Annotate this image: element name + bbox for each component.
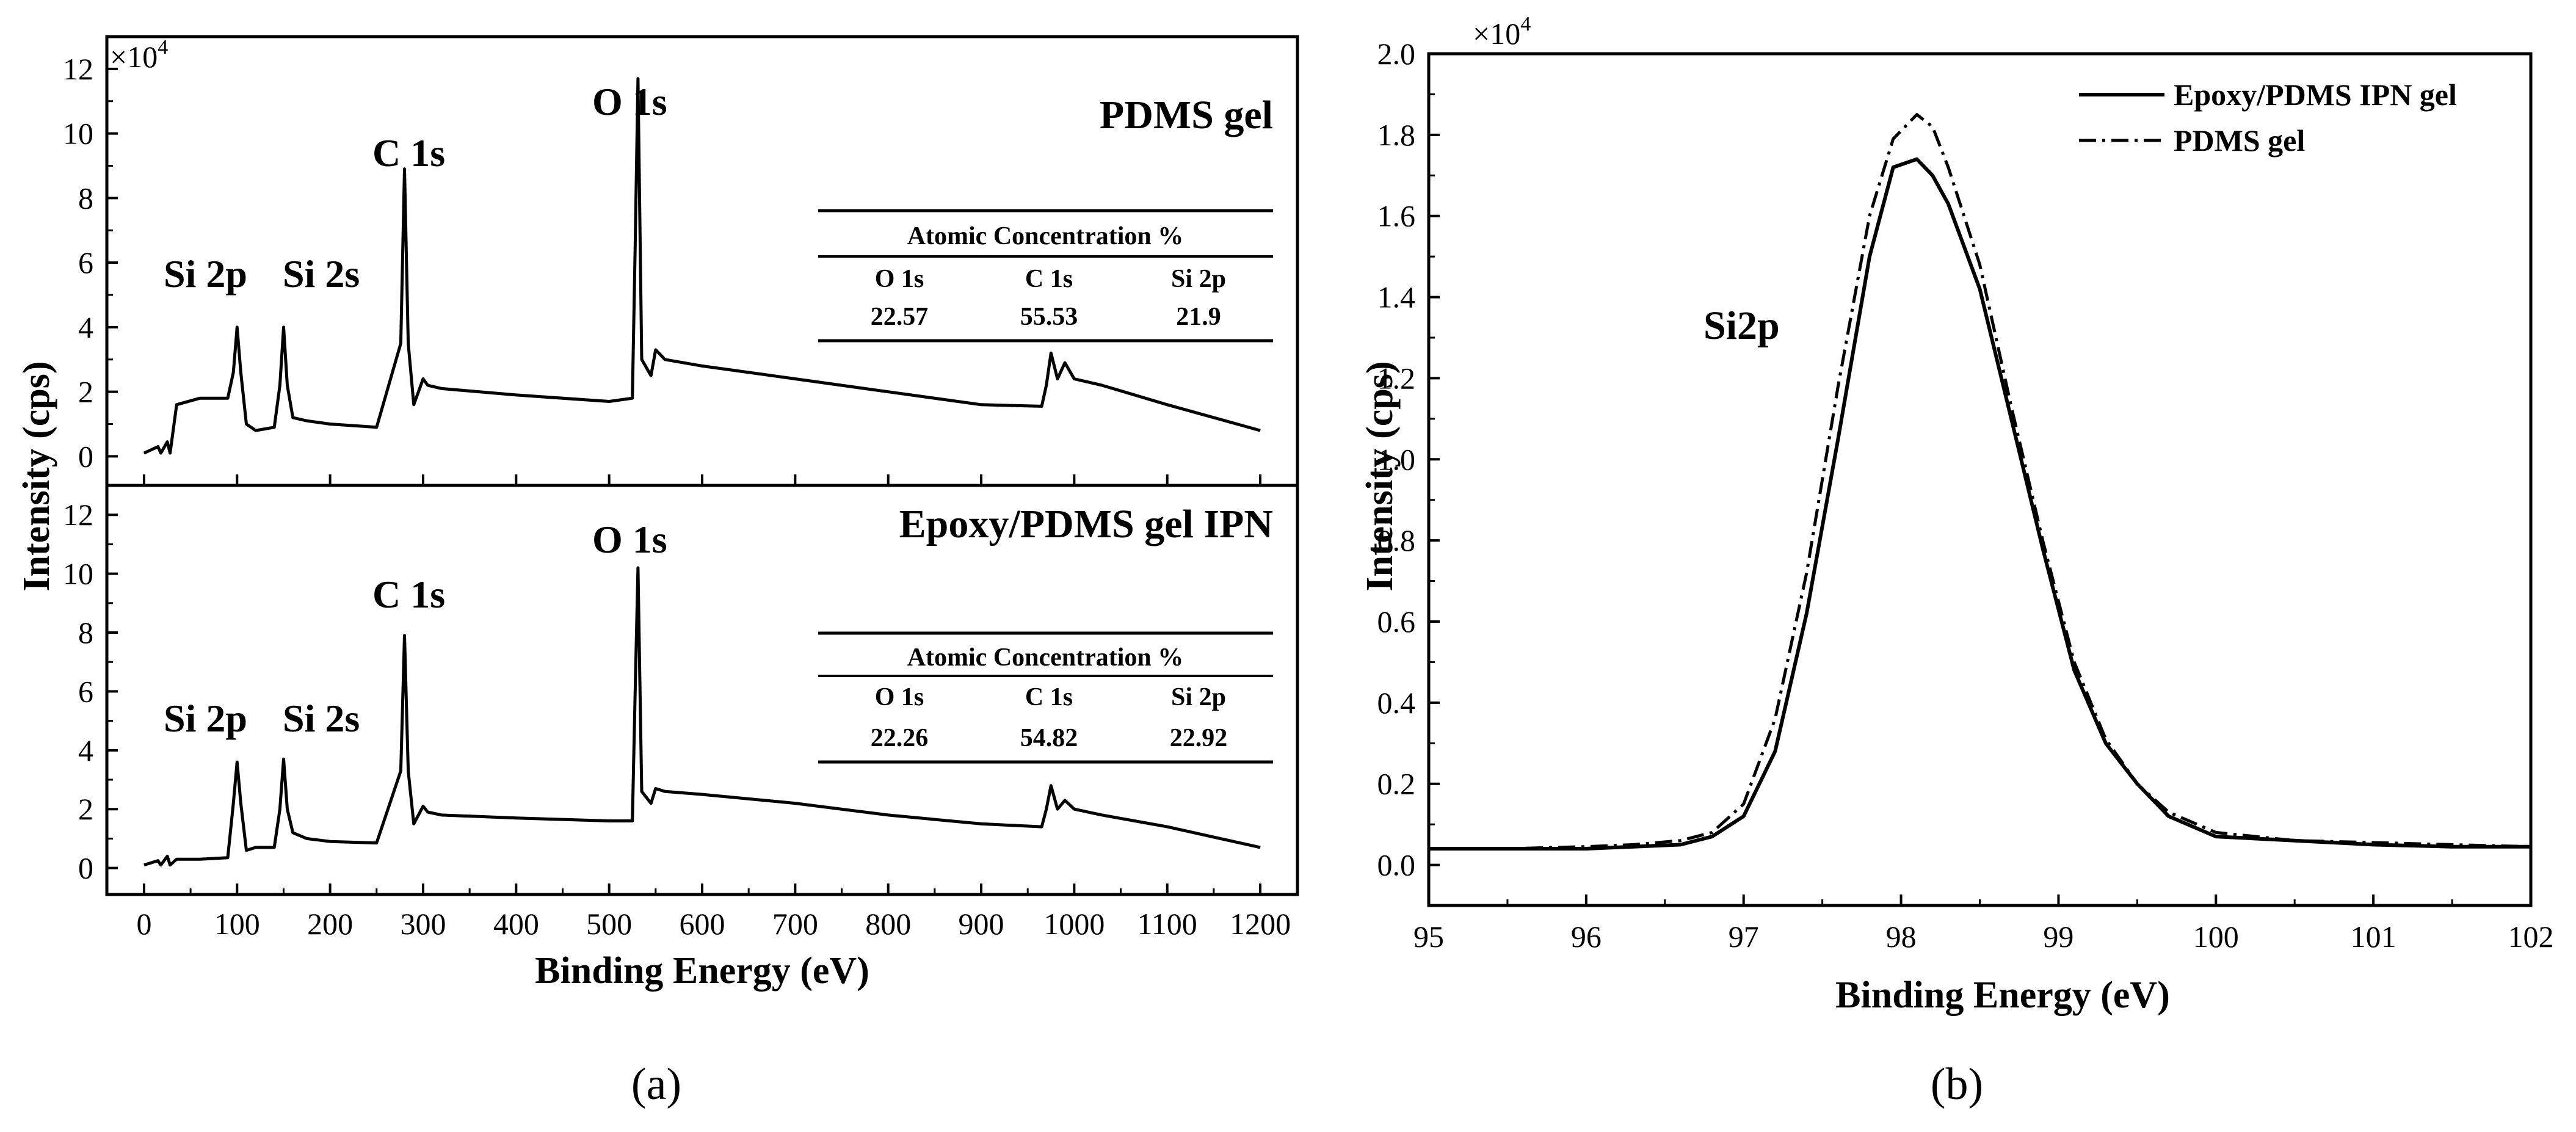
y-tick-label: 1.2 [1377, 361, 1416, 395]
x-tick-label: 1200 [1230, 907, 1291, 941]
chart-b: 0.0 0.2 0.4 0.6 0.8 1.0 1.2 1.4 1.6 1.8 2.0 95 96 97… [1359, 13, 2554, 1109]
peak-label-si2s: Si 2s [283, 697, 360, 740]
y-tick-label: 2 [78, 375, 93, 409]
x-tick-label: 0 [136, 907, 151, 941]
y-ticks-b: 0.0 0.2 0.4 0.6 0.8 1.0 1.2 1.4 1.6 1.8 2.0 [1377, 37, 1440, 882]
y-tick-label: 0 [78, 851, 93, 885]
x-tick-label: 900 [959, 907, 1004, 941]
caption-b: (b) [1931, 1059, 1983, 1109]
legend-label: Epoxy/PDMS IPN gel [2174, 78, 2457, 112]
y-tick-label: 0.6 [1377, 604, 1416, 639]
panel-title-pdms: PDMS gel [1100, 93, 1273, 137]
x-tick-label: 800 [865, 907, 911, 941]
legend-label: PDMS gel [2174, 123, 2305, 158]
x-tick-label: 700 [772, 907, 818, 941]
table-title: Atomic Concentration % [907, 222, 1184, 250]
y-tick-label: 1.4 [1377, 280, 1416, 314]
series-line-pdms-gel [143, 77, 1261, 455]
peak-label-si2p: Si 2p [164, 697, 247, 740]
y-tick-label: 1.0 [1377, 442, 1416, 476]
y-axis-label: Intensity (cps) [16, 361, 57, 591]
table-header: C 1s [1025, 683, 1073, 711]
peak-label-c1s: C 1s [372, 131, 445, 175]
x-tick-label: 100 [2193, 920, 2239, 954]
x-tick-label: 400 [493, 907, 539, 941]
x-tick-label: 100 [214, 907, 260, 941]
peak-label-si2s: Si 2s [283, 252, 360, 296]
y-tick-label: 8 [78, 615, 93, 650]
x-tick-label: 600 [680, 907, 725, 941]
y-tick-label: 8 [78, 181, 93, 215]
panel-bottom-y-ticks: 0 2 4 6 8 10 12 [63, 498, 118, 885]
series-line-epoxy-pdms-gel-ipn [143, 566, 1261, 867]
x-tick-label: 101 [2351, 920, 2396, 954]
y-axis-label-b: Intensity (cps) [1359, 361, 1401, 591]
peak-label-si2p: Si 2p [164, 252, 247, 296]
x-ticks-b: 95 96 97 98 99 100 101 102 [1413, 894, 2554, 954]
y-tick-label: 0.8 [1377, 523, 1416, 557]
series-line-epoxy-pdms-ipn-gel [1429, 157, 2531, 851]
y-tick-label: 1.6 [1377, 199, 1416, 233]
x-axis-label-b: Binding Energy (eV) [1835, 974, 2170, 1016]
y-tick-label: 2 [78, 792, 93, 826]
y-tick-label: 4 [78, 310, 93, 344]
x-tick-label: 1100 [1137, 907, 1197, 941]
panel-top-y-ticks: 0 2 4 6 8 10 12 [63, 52, 118, 473]
caption-a: (a) [631, 1059, 681, 1109]
x-ticks: 0 100 200 300 400 500 600 700 800 900 1000 1100 1200 [136, 474, 1291, 941]
y-tick-label: 0.2 [1377, 767, 1416, 801]
series-line-pdms-gel [1429, 113, 2531, 851]
chart-a: 0 2 4 6 8 10 12 0 2 4 6 8 10 12 0 100 200 300 400 500 600 7… [16, 35, 1299, 1109]
annotation-si2p: Si2p [1703, 303, 1780, 348]
x-tick-label: 300 [400, 907, 446, 941]
peak-label-o1s: O 1s [592, 518, 667, 561]
y-tick-label: 6 [78, 245, 93, 280]
table-header: O 1s [875, 683, 924, 711]
y-tick-label: 0.4 [1377, 686, 1416, 720]
table-value: 22.26 [871, 724, 929, 752]
table-header: Si 2p [1171, 265, 1226, 293]
atomic-concentration-table-pdms: Atomic Concentration % O 1s C 1s Si 2p 2… [818, 209, 1273, 343]
x-tick-label: 102 [2508, 920, 2554, 954]
legend: Epoxy/PDMS IPN gel PDMS gel [2079, 78, 2457, 158]
table-value: 55.53 [1020, 303, 1078, 331]
peak-label-c1s: C 1s [372, 573, 445, 616]
y-tick-label: 4 [78, 733, 93, 767]
x-tick-label: 98 [1886, 920, 1917, 954]
y-tick-label: 6 [78, 674, 93, 708]
y-tick-label: 0.0 [1377, 848, 1416, 882]
table-title: Atomic Concentration % [907, 644, 1184, 672]
panel-title-epoxy: Epoxy/PDMS gel IPN [899, 502, 1273, 546]
y-tick-label: 12 [63, 498, 93, 532]
atomic-concentration-table-epoxy: Atomic Concentration % O 1s C 1s Si 2p 2… [818, 631, 1273, 764]
x-tick-label: 1000 [1043, 907, 1105, 941]
table-value: 21.9 [1176, 303, 1221, 331]
table-header: C 1s [1025, 265, 1073, 293]
y-tick-label: 10 [63, 117, 93, 151]
x-tick-label: 99 [2043, 920, 2073, 954]
x-axis-label: Binding Energy (eV) [535, 950, 869, 992]
y-multiplier-b: ×104 [1473, 13, 1531, 51]
table-header: O 1s [875, 265, 924, 293]
y-multiplier: ×104 [110, 36, 168, 74]
x-tick-label: 95 [1413, 920, 1444, 954]
x-tick-label: 96 [1571, 920, 1602, 954]
x-tick-label: 200 [307, 907, 353, 941]
table-value: 54.82 [1020, 724, 1078, 752]
y-tick-label: 10 [63, 557, 93, 591]
y-tick-label: 1.8 [1377, 118, 1416, 152]
table-value: 22.92 [1170, 724, 1228, 752]
y-tick-label: 2.0 [1377, 37, 1416, 71]
table-header: Si 2p [1171, 683, 1226, 711]
y-tick-label: 12 [63, 52, 93, 86]
peak-label-o1s: O 1s [592, 80, 667, 123]
y-tick-label: 0 [78, 439, 93, 473]
x-tick-label: 97 [1729, 920, 1759, 954]
x-tick-label: 500 [586, 907, 632, 941]
table-value: 22.57 [871, 303, 929, 331]
